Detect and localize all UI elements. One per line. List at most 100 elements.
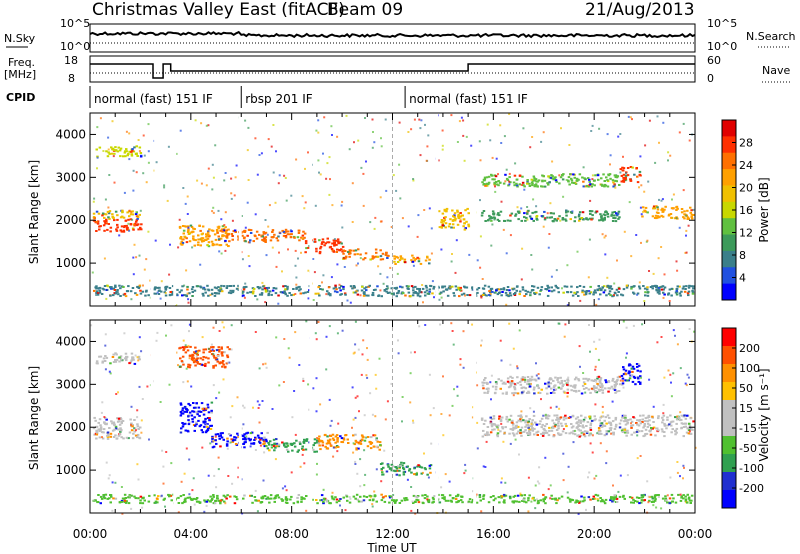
data-cell: [208, 228, 211, 231]
data-cell: [428, 467, 432, 470]
data-cell: [456, 141, 459, 143]
data-cell: [106, 497, 109, 500]
data-cell: [543, 432, 547, 434]
data-cell: [480, 339, 483, 342]
data-cell: [223, 224, 226, 226]
data-cell: [594, 418, 597, 421]
data-cell: [192, 235, 195, 238]
data-cell: [317, 131, 320, 134]
data-cell: [542, 131, 545, 134]
data-cell: [346, 299, 349, 302]
data-cell: [199, 229, 202, 232]
data-cell: [619, 171, 622, 174]
data-cell: [493, 392, 497, 395]
data-cell: [207, 361, 210, 364]
data-cell: [403, 497, 406, 500]
data-cell: [130, 429, 134, 432]
data-cell: [617, 210, 621, 213]
data-cell: [468, 294, 472, 297]
data-cell: [547, 183, 550, 186]
data-cell: [552, 426, 555, 429]
data-cell: [252, 442, 256, 445]
data-cell: [326, 237, 329, 240]
data-cell: [355, 447, 358, 450]
data-cell: [576, 250, 579, 253]
data-cell: [188, 421, 191, 424]
data-cell: [200, 240, 204, 243]
data-cell: [633, 431, 636, 434]
data-cell: [317, 119, 320, 122]
data-cell: [507, 184, 510, 187]
data-cell: [259, 501, 263, 504]
data-cell: [120, 436, 123, 439]
data-cell: [521, 181, 525, 184]
data-cell: [531, 285, 534, 288]
data-cell: [656, 208, 660, 211]
colorbar-tick-label: 28: [739, 137, 753, 150]
data-cell: [205, 423, 208, 426]
data-cell: [533, 177, 536, 180]
data-cell: [413, 351, 416, 354]
data-cell: [684, 417, 688, 420]
data-cell: [271, 443, 274, 446]
data-cell: [502, 287, 506, 290]
data-cell: [639, 206, 642, 209]
data-cell: [512, 293, 516, 295]
colorbar-cell: [722, 250, 736, 268]
data-cell: [179, 129, 182, 132]
data-cell: [135, 256, 138, 259]
data-cell: [583, 293, 586, 296]
data-cell: [578, 173, 582, 176]
data-cell: [414, 285, 417, 288]
data-cell: [671, 500, 674, 503]
data-cell: [115, 437, 118, 440]
data-cell: [212, 440, 215, 443]
data-cell: [295, 439, 298, 442]
data-cell: [140, 223, 143, 226]
data-cell: [372, 434, 375, 437]
data-cell: [683, 210, 686, 213]
data-cell: [328, 398, 331, 401]
data-cell: [140, 431, 143, 434]
data-cell: [124, 295, 128, 298]
data-cell: [636, 293, 639, 296]
data-cell: [687, 426, 691, 429]
data-cell: [581, 289, 584, 292]
data-cell: [134, 213, 138, 216]
data-cell: [293, 442, 296, 445]
data-cell: [588, 238, 591, 241]
data-cell: [181, 412, 185, 415]
data-cell: [204, 417, 207, 420]
data-cell: [427, 476, 430, 479]
data-cell: [667, 159, 669, 162]
data-cell: [506, 286, 510, 288]
data-cell: [215, 349, 219, 352]
data-cell: [651, 215, 655, 218]
data-cell: [181, 355, 185, 358]
data-cell: [229, 292, 233, 295]
data-cell: [520, 391, 524, 394]
data-cell: [572, 182, 576, 184]
data-cell: [218, 250, 221, 253]
data-cell: [196, 362, 200, 365]
data-cell: [650, 427, 653, 429]
data-cell: [601, 424, 605, 427]
data-cell: [538, 482, 541, 485]
data-cell: [411, 294, 415, 297]
data-cell: [114, 434, 117, 437]
data-cell: [566, 395, 569, 398]
data-cell: [528, 185, 532, 187]
data-cell: [118, 433, 122, 436]
data-cell: [528, 425, 531, 428]
data-cell: [620, 174, 624, 177]
data-cell: [105, 356, 109, 359]
colorbar-tick-label: -15: [739, 422, 757, 435]
data-cell: [327, 292, 330, 295]
data-cell: [231, 439, 235, 442]
data-cell: [362, 499, 366, 502]
data-cell: [191, 498, 194, 501]
data-cell: [378, 448, 381, 451]
data-cell: [495, 183, 499, 186]
data-cell: [401, 217, 404, 220]
data-cell: [367, 294, 370, 297]
